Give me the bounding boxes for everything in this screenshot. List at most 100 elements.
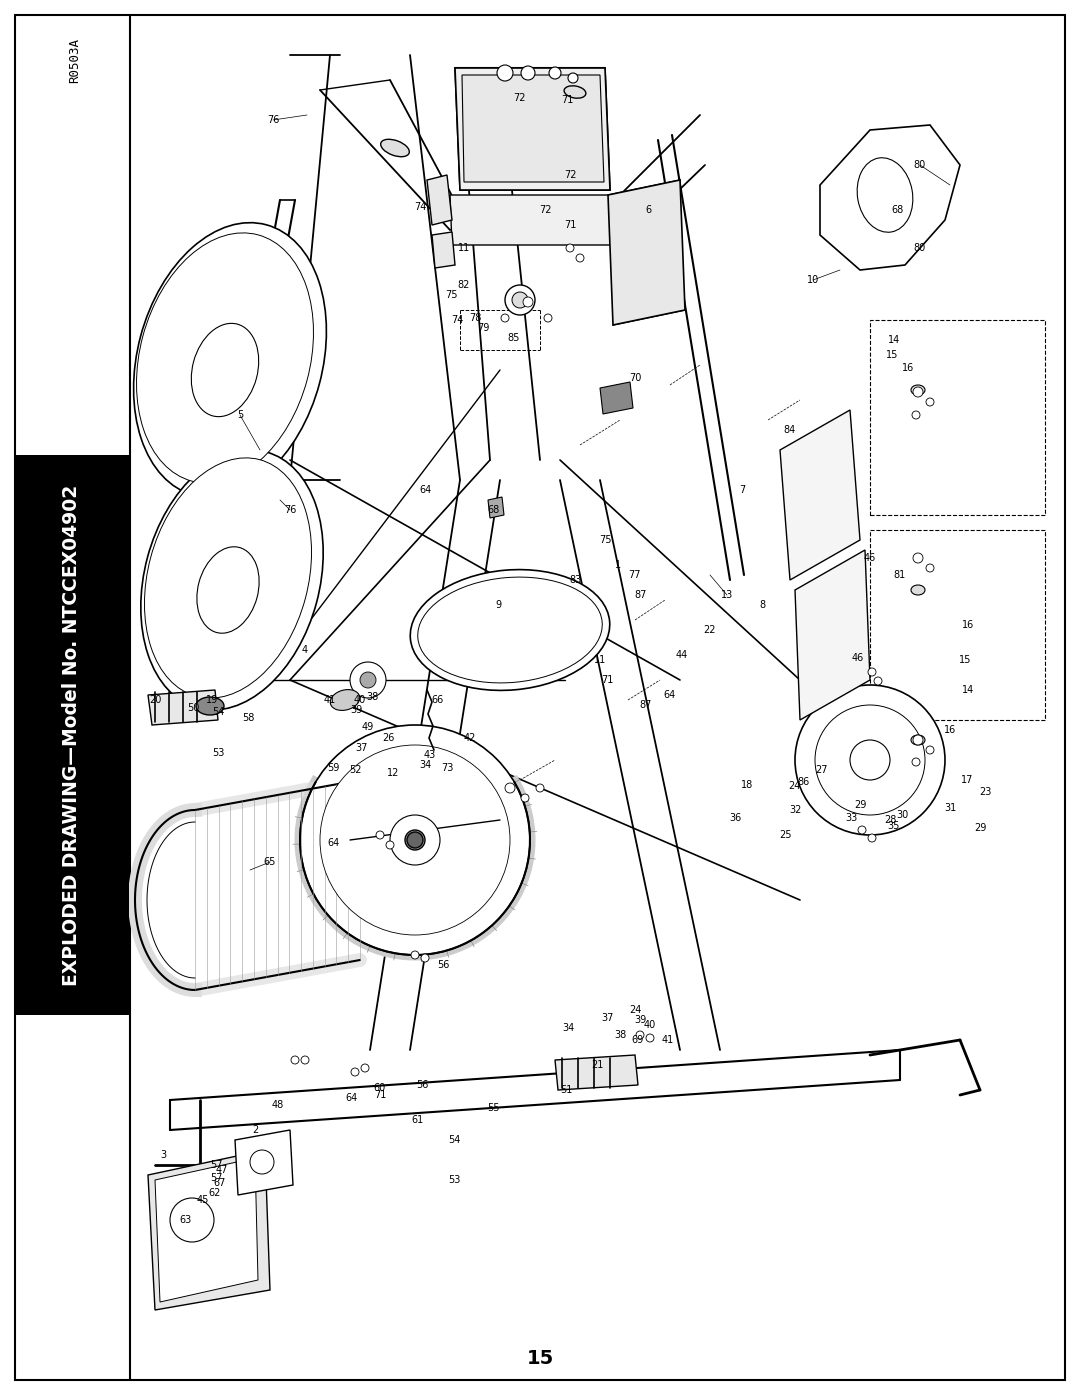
Text: 55: 55 [487, 1104, 499, 1113]
Text: 78: 78 [469, 313, 482, 323]
Text: 82: 82 [458, 279, 470, 291]
Text: 3: 3 [160, 1150, 166, 1160]
Text: 33: 33 [845, 813, 858, 823]
Ellipse shape [418, 577, 603, 683]
Text: 14: 14 [962, 685, 974, 694]
Text: 19: 19 [206, 694, 218, 705]
Text: 11: 11 [458, 243, 470, 253]
Ellipse shape [330, 690, 360, 711]
Text: 36: 36 [729, 813, 741, 823]
Text: 41: 41 [324, 694, 336, 705]
Text: 59: 59 [327, 763, 339, 773]
Text: 57: 57 [210, 1160, 222, 1171]
Text: 75: 75 [445, 291, 457, 300]
Circle shape [566, 244, 573, 251]
Polygon shape [432, 232, 455, 268]
Circle shape [505, 782, 515, 793]
Text: 16: 16 [944, 725, 956, 735]
Text: 32: 32 [789, 805, 802, 814]
Polygon shape [600, 381, 633, 414]
Polygon shape [450, 196, 622, 244]
Text: 60: 60 [374, 1083, 387, 1092]
Text: 17: 17 [961, 775, 973, 785]
Text: 74: 74 [414, 203, 427, 212]
Text: 81: 81 [894, 570, 906, 580]
Text: 20: 20 [149, 694, 161, 705]
Text: 64: 64 [328, 838, 340, 848]
Text: 66: 66 [431, 694, 443, 705]
Circle shape [170, 1199, 214, 1242]
Circle shape [536, 784, 544, 792]
Text: 14: 14 [888, 335, 900, 345]
Text: 86: 86 [798, 777, 810, 787]
Ellipse shape [136, 233, 313, 483]
Circle shape [249, 1150, 274, 1173]
Text: 26: 26 [382, 733, 394, 743]
Polygon shape [148, 690, 218, 725]
Polygon shape [820, 124, 960, 270]
Polygon shape [156, 1158, 258, 1302]
Bar [870, 529, 1045, 719]
Circle shape [913, 735, 923, 745]
Text: 40: 40 [354, 694, 366, 705]
Text: 56: 56 [436, 960, 449, 970]
Ellipse shape [140, 450, 323, 710]
Text: 71: 71 [600, 675, 613, 685]
Polygon shape [455, 68, 610, 190]
Polygon shape [427, 175, 453, 225]
Text: 68: 68 [892, 205, 904, 215]
Circle shape [505, 285, 535, 314]
Text: 34: 34 [419, 760, 431, 770]
Text: 53: 53 [212, 747, 225, 759]
Text: 37: 37 [355, 743, 368, 753]
Circle shape [421, 954, 429, 963]
Text: 87: 87 [635, 590, 647, 599]
Circle shape [411, 951, 419, 958]
Text: 57: 57 [210, 1173, 222, 1183]
Text: 34: 34 [562, 1023, 575, 1032]
Text: 4: 4 [302, 645, 308, 655]
Text: 76: 76 [284, 504, 296, 515]
Text: 12: 12 [387, 768, 400, 778]
Text: 13: 13 [720, 590, 733, 599]
Text: 23: 23 [978, 787, 991, 798]
Ellipse shape [191, 323, 259, 416]
Circle shape [926, 398, 934, 407]
Text: 29: 29 [854, 800, 866, 810]
Text: 15: 15 [959, 655, 971, 665]
Circle shape [868, 834, 876, 842]
Circle shape [386, 841, 394, 849]
Text: R0503A: R0503A [68, 38, 81, 82]
Circle shape [868, 668, 876, 676]
Text: 18: 18 [741, 780, 753, 789]
Text: 39: 39 [634, 1016, 646, 1025]
Ellipse shape [197, 546, 259, 633]
Text: 15: 15 [886, 351, 899, 360]
Text: 47: 47 [216, 1165, 228, 1175]
Text: 65: 65 [264, 856, 276, 868]
Text: 76: 76 [267, 115, 280, 124]
Text: 64: 64 [663, 690, 675, 700]
Text: 16: 16 [962, 620, 974, 630]
Circle shape [497, 66, 513, 81]
Ellipse shape [145, 458, 311, 698]
Text: 46: 46 [852, 652, 864, 664]
Text: 46: 46 [864, 553, 876, 563]
Ellipse shape [912, 386, 924, 395]
Text: 56: 56 [416, 1080, 428, 1090]
Text: 72: 72 [539, 205, 551, 215]
Text: 84: 84 [784, 425, 796, 434]
Circle shape [795, 685, 945, 835]
Text: 1: 1 [615, 560, 621, 570]
Circle shape [926, 564, 934, 571]
Circle shape [874, 678, 882, 685]
Text: 69: 69 [632, 1035, 644, 1045]
Polygon shape [780, 409, 860, 580]
Circle shape [351, 1067, 359, 1076]
Text: 53: 53 [448, 1175, 460, 1185]
Circle shape [376, 831, 384, 840]
Text: EXPLODED DRAWING—Model No. NTCCEX04902: EXPLODED DRAWING—Model No. NTCCEX04902 [63, 485, 81, 986]
Text: 63: 63 [179, 1215, 191, 1225]
Text: 70: 70 [629, 373, 642, 383]
Text: 71: 71 [561, 95, 573, 105]
